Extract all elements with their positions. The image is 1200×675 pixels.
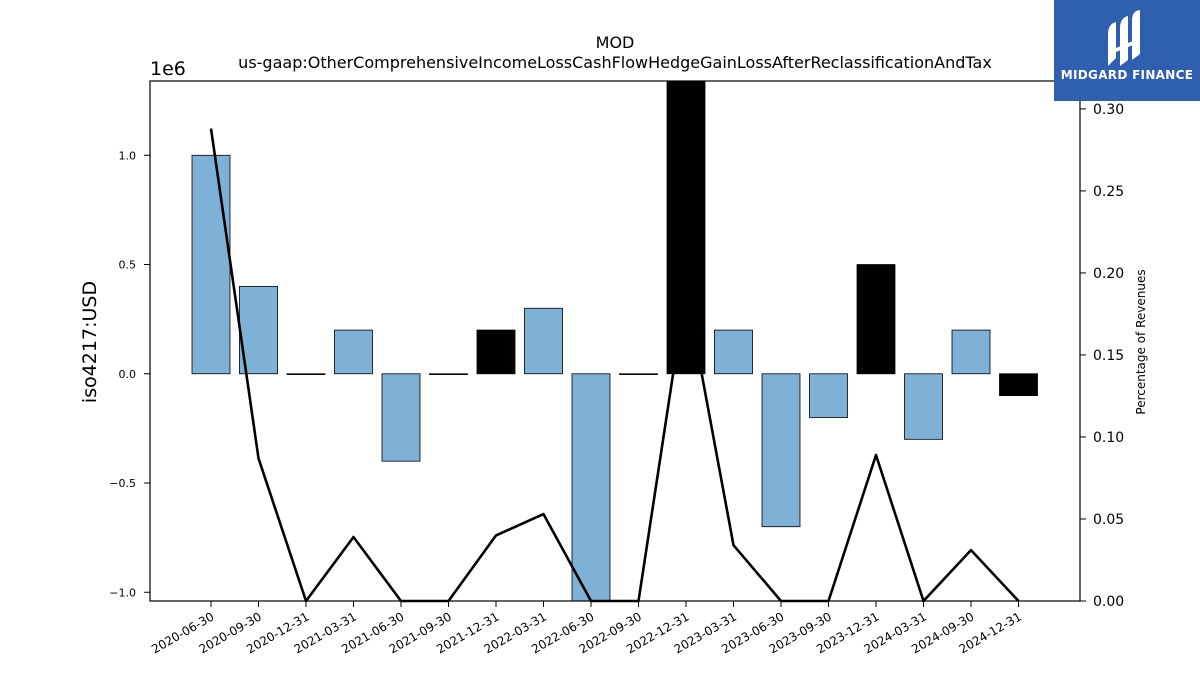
y-tick-label: −0.5 [109, 477, 136, 490]
y-axis-label: iso4217:USD [79, 281, 101, 403]
y-tick-label: 1.0 [119, 149, 137, 162]
y2-tick-label: 0.25 [1093, 184, 1124, 200]
bar-2022-09-30 [619, 373, 658, 375]
bar-2021-09-30 [429, 373, 468, 375]
midgard-finance-logo: MIDGARD FINANCE [1054, 0, 1200, 101]
bar-2023-09-30 [809, 373, 848, 418]
bar-2021-12-31 [476, 329, 516, 375]
y2-tick-label: 0.30 [1093, 102, 1124, 118]
midgard-logo-icon [1108, 10, 1140, 66]
y2-tick-label: 0.05 [1093, 512, 1124, 528]
y-offset-label: 1e6 [150, 58, 186, 80]
chart-title-line1: MOD [596, 33, 635, 52]
plot-frame [149, 80, 1081, 602]
bar-2021-06-30 [381, 373, 421, 462]
logo-text: MIDGARD FINANCE [1060, 68, 1194, 82]
bar-2023-12-31 [856, 264, 896, 375]
bar-2021-03-31 [334, 329, 373, 375]
y2-tick-label: 0.20 [1093, 266, 1124, 282]
bar-2022-12-31 [666, 80, 706, 375]
bar-2020-09-30 [239, 285, 278, 375]
y2-tick-label: 0.10 [1093, 430, 1124, 446]
y2-tick-label: 0.00 [1093, 594, 1124, 610]
bar-2023-03-31 [714, 329, 753, 375]
bar-2024-03-31 [904, 373, 943, 440]
bar-2023-06-30 [761, 373, 801, 528]
bar-2020-12-31 [286, 373, 326, 375]
y2-axis-label: Percentage of Revenues [1134, 269, 1148, 414]
y-tick-label: 0.0 [119, 368, 137, 381]
y-tick-label: 0.5 [119, 259, 137, 272]
percentage-of-revenues-line [209, 128, 1020, 603]
bar-2024-09-30 [951, 329, 991, 375]
chart-title-line2: us-gaap:OtherComprehensiveIncomeLossCash… [238, 53, 992, 72]
y-tick-label: −1.0 [109, 586, 136, 599]
bar-2020-06-30 [191, 154, 231, 375]
bar-2022-06-30 [571, 373, 611, 602]
y2-tick-label: 0.15 [1093, 348, 1124, 364]
bar-2024-12-31 [999, 373, 1038, 397]
bar-2022-03-31 [524, 307, 563, 375]
